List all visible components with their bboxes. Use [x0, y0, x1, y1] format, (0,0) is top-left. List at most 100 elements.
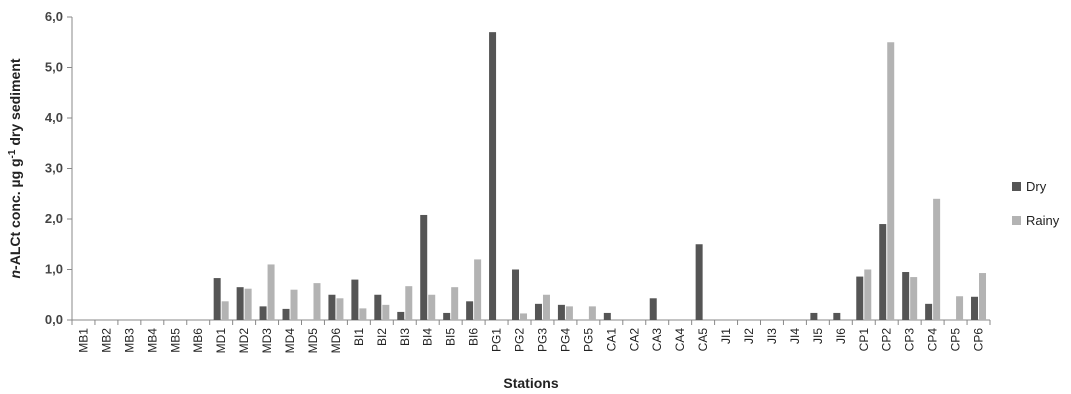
bar-dry-cp6 [971, 296, 979, 320]
bar-rainy-md3 [267, 264, 275, 320]
bar-dry-bi1 [351, 279, 359, 320]
x-tick-label-ca1: CA1 [604, 328, 618, 352]
bar-rainy-md6 [336, 298, 344, 320]
x-tick-label-mb2: MB2 [99, 328, 113, 353]
y-tick-label: 0,0 [45, 312, 63, 327]
y-axis-title: n-ALCt conc. µg g-1 dry sediment [7, 58, 24, 278]
x-tick-label-mb3: MB3 [122, 328, 136, 353]
bar-rainy-bi3 [405, 286, 413, 320]
x-tick-label-ca3: CA3 [650, 328, 664, 352]
bar-rainy-pg5 [588, 306, 596, 320]
x-tick-label-pg5: PG5 [581, 328, 595, 352]
bar-rainy-cp5 [956, 296, 964, 320]
bar-rainy-cp4 [933, 198, 941, 320]
bar-dry-bi2 [374, 294, 382, 320]
x-tick-label-md1: MD1 [214, 328, 228, 354]
x-tick-label-cp5: CP5 [949, 328, 963, 352]
bar-dry-ji5 [810, 312, 818, 320]
x-tick-label-md5: MD5 [306, 328, 320, 354]
bar-rainy-bi6 [474, 259, 482, 320]
x-tick-label-ji3: JI3 [765, 328, 779, 344]
y-axis-title-main: -ALCt conc. µg g [7, 158, 23, 270]
legend-label-rainy: Rainy [1026, 213, 1060, 228]
x-tick-label-bi5: BI5 [444, 328, 458, 346]
bar-rainy-md4 [290, 289, 298, 320]
bar-dry-ca5 [695, 244, 703, 320]
x-tick-label-md6: MD6 [329, 328, 343, 354]
bar-rainy-cp2 [887, 42, 895, 320]
x-tick-label-cp6: CP6 [972, 328, 986, 352]
x-tick-label-pg2: PG2 [513, 328, 527, 352]
bar-dry-pg1 [489, 32, 497, 321]
bar-dry-md3 [259, 306, 267, 320]
x-tick-label-pg3: PG3 [535, 328, 549, 352]
bar-dry-md4 [282, 308, 290, 320]
bar-dry-ca1 [603, 312, 611, 320]
x-tick-label-mb4: MB4 [145, 328, 159, 353]
bar-dry-cp3 [902, 272, 910, 320]
bar-rainy-cp3 [910, 277, 918, 320]
legend: Dry Rainy [1012, 179, 1060, 228]
bar-rainy-cp6 [979, 273, 987, 320]
x-tick-label-ca5: CA5 [696, 328, 710, 352]
x-tick-label-bi3: BI3 [398, 328, 412, 346]
y-tick-label: 4,0 [45, 110, 63, 125]
y-axis-title-sup: -1 [7, 149, 18, 158]
bar-rainy-bi4 [428, 294, 436, 320]
x-axis-title: Stations [503, 375, 558, 391]
x-tick-label-cp4: CP4 [926, 328, 940, 352]
x-tick-label-ca2: CA2 [627, 328, 641, 352]
bar-rainy-md1 [221, 301, 229, 320]
bar-dry-cp2 [879, 224, 887, 320]
x-tick-label-mb5: MB5 [168, 328, 182, 353]
bar-rainy-bi5 [451, 287, 459, 320]
bars [213, 32, 987, 321]
x-tick-label-bi4: BI4 [421, 328, 435, 346]
legend-label-dry: Dry [1026, 179, 1047, 194]
x-tick-label-bi2: BI2 [375, 328, 389, 346]
bar-dry-md1 [213, 278, 221, 320]
x-tick-label-ji1: JI1 [719, 328, 733, 344]
x-tick-label-md2: MD2 [237, 328, 251, 354]
legend-swatch-dry [1012, 182, 1021, 191]
x-tick-label-md4: MD4 [283, 328, 297, 354]
x-tick-label-cp1: CP1 [857, 328, 871, 352]
y-tick-label: 5,0 [45, 60, 63, 75]
y-axis-ticks: 0,0 1,0 2,0 3,0 4,0 5,0 6,0 [45, 9, 72, 327]
y-tick-label: 1,0 [45, 262, 63, 277]
x-tick-label-bi1: BI1 [352, 328, 366, 346]
x-tick-label-ca4: CA4 [673, 328, 687, 352]
x-tick-label-mb6: MB6 [191, 328, 205, 353]
x-tick-label-pg1: PG1 [490, 328, 504, 352]
bar-rainy-md5 [313, 283, 321, 320]
x-tick-label-mb1: MB1 [76, 328, 90, 353]
bar-dry-bi3 [397, 311, 405, 320]
y-tick-label: 3,0 [45, 161, 63, 176]
x-tick-label-md3: MD3 [260, 328, 274, 354]
bar-dry-cp1 [856, 276, 864, 320]
y-tick-label: 2,0 [45, 211, 63, 226]
x-tick-label-ji5: JI5 [811, 328, 825, 344]
bar-dry-md6 [328, 294, 336, 320]
x-tick-label-ji4: JI4 [788, 328, 802, 344]
bar-dry-bi6 [466, 301, 474, 320]
y-axis-title-prefix: n [7, 270, 23, 279]
bar-rainy-pg3 [542, 294, 550, 320]
bar-rainy-pg2 [520, 313, 528, 320]
legend-swatch-rainy [1012, 216, 1021, 225]
bar-rainy-bi2 [382, 304, 390, 320]
bar-rainy-md2 [244, 288, 252, 320]
y-axis-title-suffix: dry sediment [7, 58, 23, 149]
bar-dry-cp4 [925, 303, 933, 320]
x-tick-label-ji6: JI6 [834, 328, 848, 344]
x-tick-label-cp2: CP2 [880, 328, 894, 352]
bar-rainy-pg4 [565, 306, 573, 320]
x-tick-label-cp3: CP3 [903, 328, 917, 352]
bar-dry-pg4 [557, 304, 565, 320]
bar-dry-pg2 [512, 269, 520, 320]
x-tick-label-pg4: PG4 [558, 328, 572, 352]
bar-rainy-bi1 [359, 308, 367, 320]
bar-dry-md2 [236, 287, 244, 320]
y-tick-label: 6,0 [45, 9, 63, 24]
